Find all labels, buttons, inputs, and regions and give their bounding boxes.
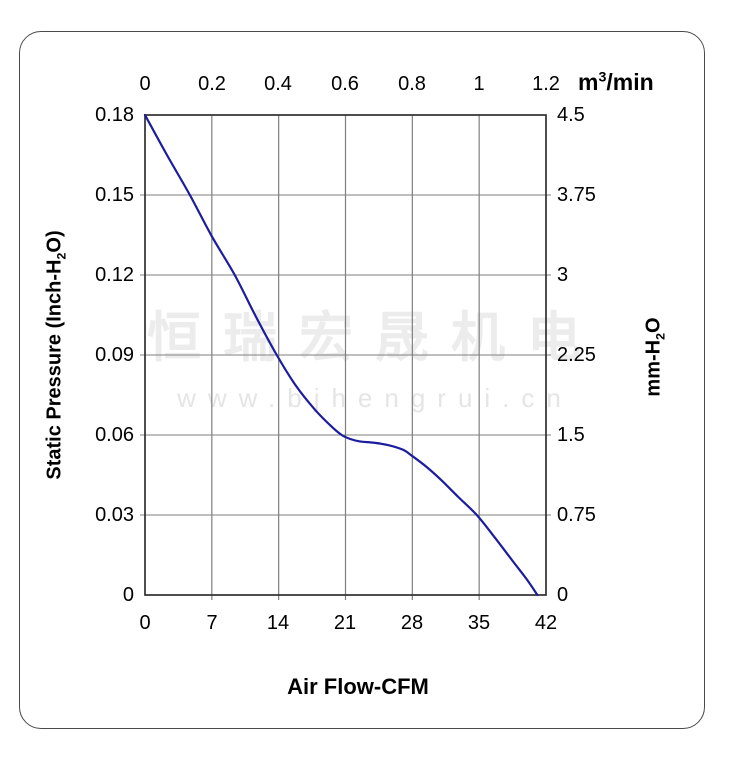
right-axis-tick: 2.25 <box>557 344 596 366</box>
fan-performance-curve <box>143 113 539 597</box>
top-axis-unit-label: m3/min <box>578 69 654 95</box>
top-axis-tick: 0.4 <box>264 73 292 95</box>
right-axis-tick: 3.75 <box>557 184 596 206</box>
bottom-axis-title: Air Flow-CFM <box>287 674 429 699</box>
left-axis-tick: 0.12 <box>95 264 134 286</box>
bottom-axis-tick: 42 <box>534 612 558 634</box>
bottom-axis-tick: 14 <box>266 612 290 634</box>
right-axis-tick: 4.5 <box>557 104 585 126</box>
bottom-axis-tick: 28 <box>400 612 424 634</box>
top-axis-tick: 0.2 <box>198 73 226 95</box>
bottom-axis-tick: 0 <box>139 612 151 634</box>
left-axis-tick: 0.18 <box>95 104 134 126</box>
bottom-axis-tick: 21 <box>333 612 357 634</box>
right-axis-tick: 1.5 <box>557 424 585 446</box>
left-axis-tick: 0 <box>122 584 134 606</box>
chart-panel-border <box>19 31 705 729</box>
left-axis-tick: 0.06 <box>95 424 134 446</box>
right-axis-title: mm-H2O <box>642 317 668 397</box>
bottom-axis-tick: 7 <box>206 612 218 634</box>
top-axis-tick: 1.2 <box>532 73 560 95</box>
right-axis-tick: 3 <box>557 264 569 286</box>
right-axis-tick: 0 <box>557 584 569 606</box>
bottom-axis-tick: 35 <box>467 612 491 634</box>
left-axis-tick: 0.15 <box>95 184 134 206</box>
top-axis-tick: 1 <box>473 73 485 95</box>
left-axis-title: Static Pressure (Inch-H2O) <box>43 230 69 480</box>
top-axis-tick: 0.8 <box>398 73 426 95</box>
left-axis-tick: 0.03 <box>95 504 134 526</box>
top-axis-tick: 0 <box>139 73 151 95</box>
top-axis-tick: 0.6 <box>331 73 359 95</box>
right-axis-tick: 0.75 <box>557 504 596 526</box>
left-axis-tick: 0.09 <box>95 344 134 366</box>
